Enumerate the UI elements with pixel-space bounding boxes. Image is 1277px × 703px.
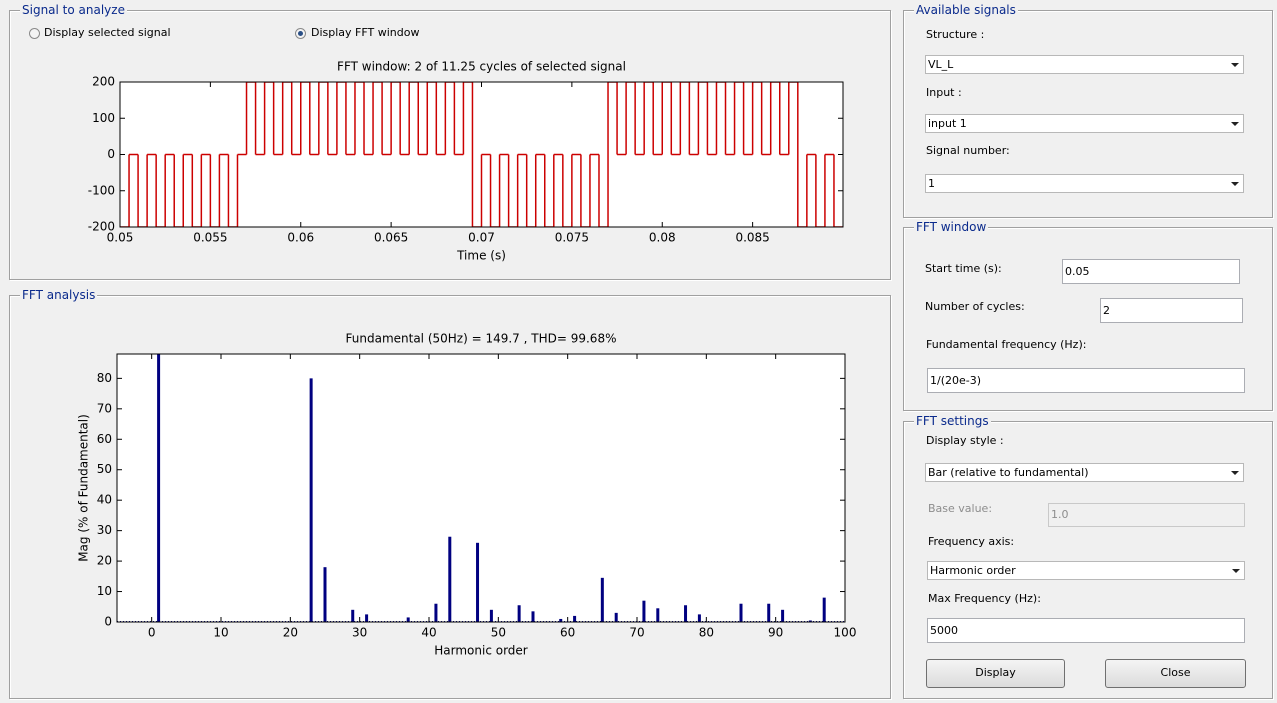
- available-signals-panel: Available signals: [903, 3, 1273, 218]
- field-label: Base value:: [928, 502, 993, 515]
- signal-number-dropdown[interactable]: 1: [925, 174, 1244, 193]
- field-label: Signal number:: [926, 144, 1010, 157]
- field-label: Start time (s):: [925, 262, 1002, 275]
- radio-button[interactable]: [29, 28, 40, 39]
- field-label: Max Frequency (Hz):: [928, 592, 1041, 605]
- field-label: Structure :: [926, 28, 985, 41]
- start-time-input[interactable]: 0.05: [1062, 259, 1240, 284]
- field-label: Display style :: [926, 434, 1004, 447]
- field-label: Number of cycles:: [925, 300, 1025, 313]
- display-style-dropdown[interactable]: Bar (relative to fundamental): [925, 463, 1244, 482]
- radio-label[interactable]: Display FFT window: [311, 26, 420, 39]
- max-frequency-input[interactable]: 5000: [927, 618, 1245, 643]
- field-label: Input :: [926, 86, 962, 99]
- field-label: Frequency axis:: [928, 535, 1015, 548]
- fft-window-panel: FFT window: [903, 220, 1273, 411]
- input-dropdown[interactable]: input 1: [925, 114, 1244, 133]
- panel-title: Available signals: [914, 3, 1018, 17]
- structure-dropdown[interactable]: VL_L: [925, 55, 1244, 74]
- panel-title: Signal to analyze: [20, 3, 127, 17]
- fft-settings-panel: FFT settings: [903, 414, 1273, 699]
- signal-panel: Signal to analyze: [9, 3, 891, 280]
- fft-panel: FFT analysis: [9, 288, 891, 699]
- panel-title: FFT settings: [914, 414, 991, 428]
- cycles-input[interactable]: 2: [1100, 298, 1243, 323]
- radio-dot: [298, 31, 303, 36]
- radio-button[interactable]: [295, 28, 306, 39]
- display-button[interactable]: Display: [926, 659, 1065, 688]
- panel-title: FFT window: [914, 220, 989, 234]
- fundamental-input[interactable]: 1/(20e-3): [927, 368, 1245, 393]
- close-button[interactable]: Close: [1105, 659, 1246, 688]
- base-value-input: 1.0: [1048, 503, 1245, 527]
- frequency-axis-dropdown[interactable]: Harmonic order: [927, 561, 1245, 580]
- field-label: Fundamental frequency (Hz):: [926, 338, 1087, 351]
- radio-label[interactable]: Display selected signal: [44, 26, 171, 39]
- panel-title: FFT analysis: [20, 288, 98, 302]
